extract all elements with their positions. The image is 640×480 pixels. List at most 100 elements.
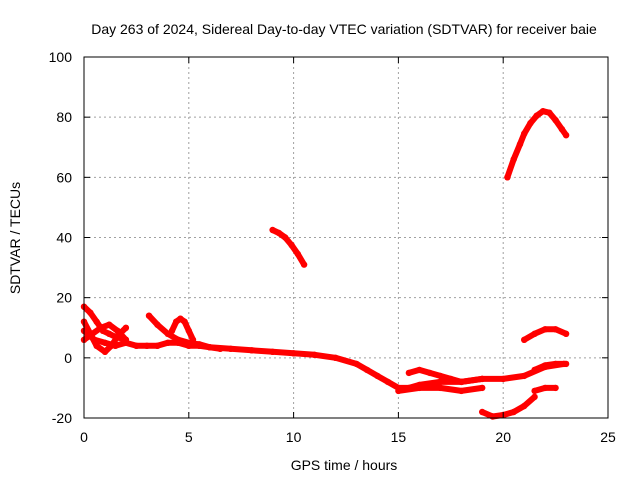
- data-point: [504, 174, 511, 181]
- data-point: [527, 120, 534, 127]
- data-point: [154, 321, 161, 328]
- axis-layer: 0 5 10 15 20 25 -20 0 20 40 60 80 100: [49, 49, 616, 445]
- series-late-low-arc: [531, 384, 559, 395]
- data-point: [531, 366, 538, 374]
- data-point: [458, 378, 465, 386]
- data-point: [395, 387, 402, 395]
- data-point: [93, 318, 100, 325]
- x-axis-label: GPS time / hours: [291, 457, 398, 473]
- data-point: [479, 408, 486, 416]
- data-point: [562, 360, 570, 368]
- data-point: [294, 250, 301, 258]
- data-point: [552, 117, 559, 124]
- chart-title: Day 263 of 2024, Sidereal Day-to-day VTE…: [91, 21, 597, 37]
- data-point: [227, 345, 234, 352]
- data-point: [145, 312, 153, 319]
- series-afternoon-arc-a: [405, 366, 486, 386]
- data-point: [269, 226, 276, 234]
- data-point: [416, 384, 423, 392]
- data-point: [510, 408, 517, 416]
- series-mid-arc: [269, 226, 308, 268]
- series-late-arc: [521, 326, 570, 343]
- data-point: [363, 366, 371, 374]
- data-point: [164, 339, 171, 346]
- data-point: [101, 348, 109, 355]
- data-point: [541, 326, 549, 333]
- data-point: [122, 324, 130, 331]
- data-point: [185, 327, 192, 334]
- data-point: [133, 342, 140, 349]
- data-point: [562, 132, 570, 139]
- data-point: [552, 384, 559, 392]
- data-point: [510, 156, 517, 163]
- data-layer: [80, 108, 570, 420]
- data-point: [168, 327, 176, 334]
- data-point: [288, 241, 295, 249]
- series-peak-arc: [504, 108, 570, 181]
- x-tick-label: 25: [600, 429, 616, 445]
- data-point: [89, 330, 96, 337]
- series-main-band: [80, 327, 568, 392]
- data-point: [562, 330, 570, 337]
- data-point: [196, 341, 203, 348]
- data-point: [206, 344, 213, 351]
- x-tick-label: 20: [495, 429, 511, 445]
- y-tick-label: 40: [56, 230, 72, 246]
- x-tick-label: 5: [185, 429, 193, 445]
- data-point: [447, 375, 454, 383]
- data-point: [531, 387, 538, 395]
- data-point: [531, 330, 538, 337]
- y-tick-label: -20: [52, 410, 72, 426]
- data-point: [175, 336, 182, 343]
- data-point: [282, 234, 289, 241]
- data-point: [458, 387, 465, 395]
- series-line: [81, 327, 567, 391]
- data-point: [541, 362, 549, 369]
- data-point: [290, 350, 297, 357]
- y-axis-label: SDTVAR / TECUs: [7, 182, 23, 294]
- data-point: [300, 261, 308, 268]
- y-tick-label: 100: [49, 49, 73, 65]
- data-point: [122, 336, 130, 343]
- data-point: [521, 372, 528, 380]
- data-point: [521, 336, 528, 343]
- data-point: [437, 378, 444, 386]
- data-point: [539, 108, 547, 115]
- data-point: [143, 342, 151, 349]
- series-bump-arc: [168, 315, 197, 343]
- data-point: [541, 384, 549, 392]
- y-tick-label: 80: [56, 109, 72, 125]
- data-point: [426, 369, 433, 377]
- data-point: [101, 339, 109, 346]
- data-point: [217, 345, 224, 352]
- data-point: [275, 229, 283, 237]
- data-point: [489, 413, 496, 420]
- data-point: [106, 330, 113, 337]
- data-point: [479, 375, 486, 383]
- data-point: [405, 369, 413, 377]
- data-point: [521, 130, 528, 137]
- data-point: [500, 375, 507, 383]
- data-point: [416, 366, 423, 374]
- data-point: [93, 342, 100, 349]
- data-point: [248, 347, 255, 354]
- data-point: [384, 378, 392, 386]
- data-point: [97, 324, 105, 331]
- series-afternoon-arc-b: [395, 384, 486, 395]
- data-point: [154, 342, 161, 349]
- data-point: [311, 351, 318, 358]
- data-point: [189, 336, 197, 343]
- data-point: [437, 384, 444, 392]
- data-point: [269, 348, 276, 355]
- data-point: [374, 372, 381, 380]
- y-tick-label: 20: [56, 290, 72, 306]
- series-dip-arc: [479, 393, 538, 420]
- data-point: [479, 384, 486, 392]
- data-point: [552, 360, 559, 368]
- data-point: [546, 109, 553, 116]
- data-point: [437, 372, 444, 380]
- y-tick-label: 60: [56, 169, 72, 185]
- x-tick-label: 10: [286, 429, 302, 445]
